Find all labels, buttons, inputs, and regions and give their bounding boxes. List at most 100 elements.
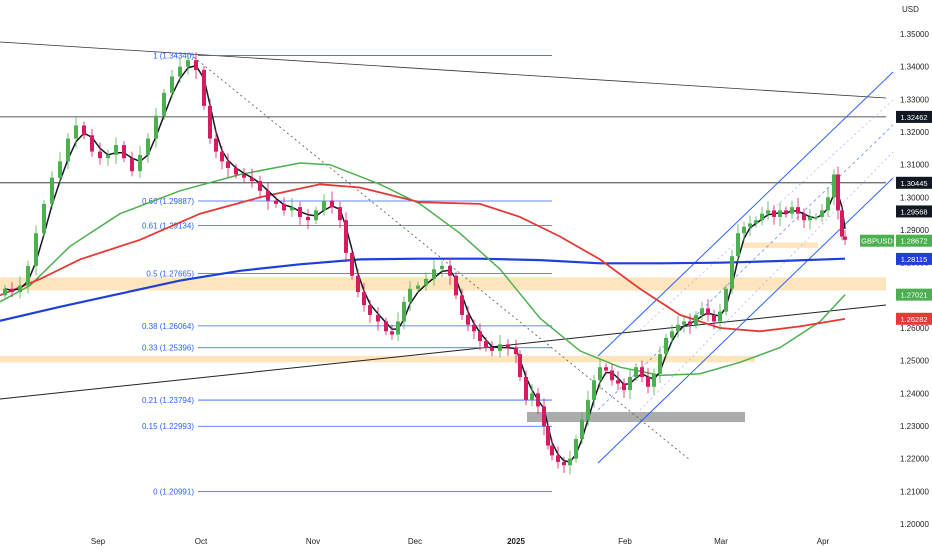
- price-badge-label: 1.27021: [900, 291, 927, 300]
- candle-body: [98, 151, 102, 159]
- candle-body: [154, 115, 158, 139]
- zone-rect: [743, 242, 818, 248]
- candle-body: [356, 275, 360, 293]
- candle-body: [122, 145, 126, 159]
- candle-body: [634, 367, 638, 377]
- x-tick-label: Sep: [91, 537, 106, 546]
- candle-body: [550, 445, 554, 456]
- price-badge-bg: [896, 110, 932, 123]
- candle-body: [220, 151, 224, 162]
- candle-body: [424, 279, 428, 286]
- candle-body: [802, 213, 806, 221]
- candle-body: [832, 174, 836, 198]
- x-tick-label: Oct: [195, 537, 208, 546]
- y-tick-label: 1.22000: [900, 455, 929, 464]
- candle-body: [214, 138, 218, 152]
- support-trendline: [0, 304, 887, 400]
- candle-body: [808, 216, 812, 221]
- candle-body: [282, 203, 286, 211]
- resistance-trendline: [0, 41, 887, 99]
- fib-level-label: 0.33 (1.25396): [142, 344, 194, 353]
- candle-body: [840, 210, 844, 237]
- candle-body: [694, 314, 698, 325]
- candle-body: [836, 174, 840, 211]
- candle-body: [368, 305, 372, 315]
- candle-body: [344, 220, 348, 253]
- channel-lower-line: [597, 177, 894, 464]
- symbol-badge-label: GBPUSD: [861, 237, 893, 246]
- candle-body: [146, 138, 150, 155]
- y-tick-label: 1.34000: [900, 63, 929, 72]
- candle-body: [628, 377, 632, 391]
- candle-body: [250, 177, 254, 181]
- ma-green-line: [0, 162, 846, 377]
- candle-body: [376, 314, 380, 322]
- price-badge-bg: [896, 176, 932, 189]
- candle-body: [50, 177, 54, 204]
- candle-body: [226, 161, 230, 168]
- candle-body: [208, 105, 212, 139]
- candle-body: [202, 69, 206, 106]
- moving-averages-layer: [0, 64, 846, 463]
- candle-body: [604, 367, 608, 371]
- candle-body: [194, 60, 198, 70]
- fib-level-label: 0.38 (1.26064): [142, 322, 194, 331]
- candle-body: [676, 324, 680, 332]
- candle-body: [592, 380, 596, 400]
- candle-body: [314, 210, 318, 221]
- candle-body: [562, 461, 566, 466]
- candle-body: [616, 380, 620, 384]
- candle-body: [766, 210, 770, 214]
- candle-body: [402, 301, 406, 322]
- zone-rect: [0, 277, 886, 291]
- candle-body: [338, 207, 342, 221]
- candle-body: [3, 288, 7, 296]
- candle-body: [362, 292, 366, 306]
- price-badge-bg: [896, 252, 932, 265]
- x-tick-label: Apr: [817, 537, 830, 546]
- candle-body: [460, 295, 464, 315]
- candle-body: [498, 344, 502, 351]
- y-tick-label: 1.24000: [900, 389, 929, 398]
- candle-body: [130, 158, 134, 172]
- ma-blue-line: [0, 257, 846, 322]
- fib-level-label: 0 (1.20991): [153, 488, 194, 497]
- price-badge-label: 1.29568: [900, 207, 927, 216]
- candle-body: [478, 331, 482, 342]
- zone-rect: [527, 411, 745, 423]
- candle-body: [814, 216, 818, 219]
- candle-body: [542, 406, 546, 426]
- candle-body: [234, 167, 238, 175]
- candle-body: [408, 288, 412, 302]
- candle-body: [322, 200, 326, 211]
- fib-level-label: 0.61 (1.29134): [142, 222, 194, 231]
- candle-body: [178, 66, 182, 77]
- fibonacci-layer: 1 (1.34340) 0.66 (1.29887) 0.61 (1.29134) 0…: [142, 52, 552, 497]
- candle-body: [724, 288, 728, 312]
- candle-body: [242, 174, 246, 178]
- candle-body: [258, 181, 262, 191]
- candle-body: [26, 265, 30, 286]
- candle-body: [58, 161, 62, 178]
- candle-body: [796, 207, 800, 214]
- candle-body: [622, 383, 626, 391]
- candle-body: [18, 285, 22, 293]
- candle-body: [138, 154, 142, 172]
- dotted-diagonal-line: [189, 53, 691, 461]
- candle-body: [416, 285, 420, 289]
- candle-body: [42, 203, 46, 234]
- price-badge-label: 1.28115: [901, 255, 928, 264]
- price-badge-label: 1.28672: [900, 237, 927, 246]
- price-badge-label: 1.30445: [900, 179, 927, 188]
- candle-body: [524, 377, 528, 400]
- candle-body: [706, 308, 710, 315]
- fib-level-label: 1 (1.34340): [153, 52, 194, 61]
- candle-body: [170, 76, 174, 93]
- candle-body: [484, 341, 488, 348]
- candle-body: [652, 373, 656, 387]
- candle-body: [784, 210, 788, 214]
- candle-body: [82, 125, 86, 136]
- candle-body: [712, 314, 716, 322]
